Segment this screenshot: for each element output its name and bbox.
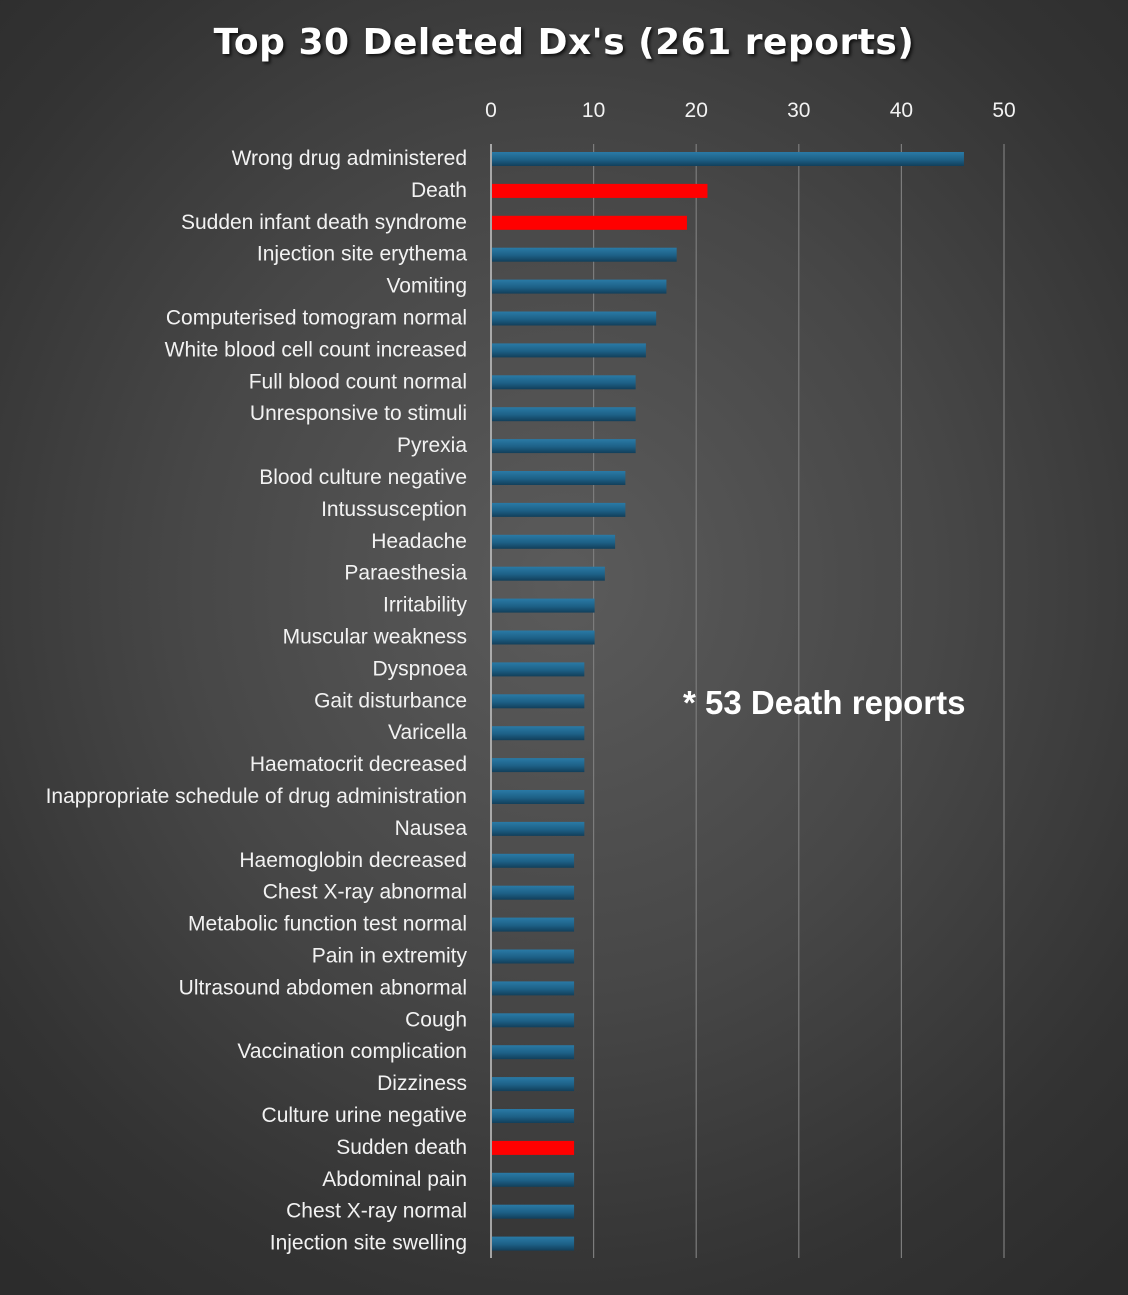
bar-highlighted [492,215,687,230]
category-label: Blood culture negative [259,466,467,489]
bar-highlighted [492,183,708,198]
bar [492,1077,575,1092]
category-label: Headache [371,530,467,553]
bar [492,662,585,677]
category-label: Death [411,179,467,202]
bar [492,375,636,390]
bar [492,439,636,454]
category-label: Haematocrit decreased [250,753,467,776]
bar [492,821,585,836]
category-label: Intussusception [321,498,467,521]
x-axis-ticks: 0 10 20 30 40 50 [485,99,1016,122]
category-label: Pain in extremity [312,945,468,968]
bar [492,1013,575,1028]
x-tick-label: 40 [890,99,913,122]
x-tick-label: 20 [685,99,708,122]
bar [492,917,575,932]
bar [492,885,575,900]
bar [492,566,605,581]
category-label: Chest X-ray abnormal [263,881,467,904]
bar [492,247,677,262]
category-label: Dyspnoea [372,657,467,680]
category-label: Irritability [383,594,468,617]
bar [492,1204,575,1219]
bar [492,790,585,804]
x-tick-label: 10 [582,99,605,122]
chart-title: Top 30 Deleted Dx's (261 reports) [213,22,915,63]
category-label: Varicella [388,721,467,744]
category-label: Sudden infant death syndrome [181,211,467,234]
bar [492,694,585,709]
category-label: Cough [405,1008,467,1031]
bar [492,311,657,326]
bar [492,534,616,549]
category-label: Haemoglobin decreased [239,849,467,872]
category-label: Dizziness [377,1072,467,1095]
category-label: White blood cell count increased [165,338,467,361]
category-label: Sudden death [336,1136,467,1159]
bar [492,502,626,517]
bar [492,949,575,964]
bar [492,1236,575,1251]
category-label: Pyrexia [397,434,467,457]
bar [492,853,575,868]
bar [492,343,646,358]
category-labels: Wrong drug administered Death Sudden infan… [46,147,468,1255]
bar [492,152,964,166]
category-label: Metabolic function test normal [188,913,467,936]
category-label: Computerised tomogram normal [166,307,467,330]
category-label: Full blood count normal [249,370,467,393]
bar-highlighted [492,1140,575,1155]
category-label: Injection site swelling [270,1232,467,1255]
bars [492,152,964,1251]
category-label: Culture urine negative [262,1104,467,1127]
x-tick-label: 50 [992,99,1015,122]
category-label: Vaccination complication [237,1040,467,1063]
x-tick-label: 0 [485,99,497,122]
category-label: Muscular weakness [283,626,467,649]
category-label: Injection site erythema [257,243,467,266]
bar [492,630,595,645]
category-label: Inappropriate schedule of drug administr… [46,785,467,808]
category-label: Vomiting [386,275,467,298]
bar [492,407,636,422]
x-tick-label: 30 [787,99,810,122]
category-label: Ultrasound abdomen abnormal [179,976,467,999]
death-reports-annotation: * 53 Death reports [683,684,966,721]
bar [492,726,585,741]
category-label: Unresponsive to stimuli [250,402,467,425]
gridlines [592,144,1005,1258]
bar [492,1172,575,1187]
bar [492,279,667,294]
category-label: Gait disturbance [314,689,467,712]
category-label: Wrong drug administered [232,147,467,170]
bar [492,1045,575,1060]
bar [492,981,575,996]
bar [492,598,595,613]
bar [492,758,585,773]
bar [492,471,626,485]
bar [492,1109,575,1123]
category-label: Abdominal pain [322,1168,467,1191]
category-label: Paraesthesia [344,562,467,585]
category-label: Chest X-ray normal [286,1200,467,1223]
category-label: Nausea [395,817,468,840]
